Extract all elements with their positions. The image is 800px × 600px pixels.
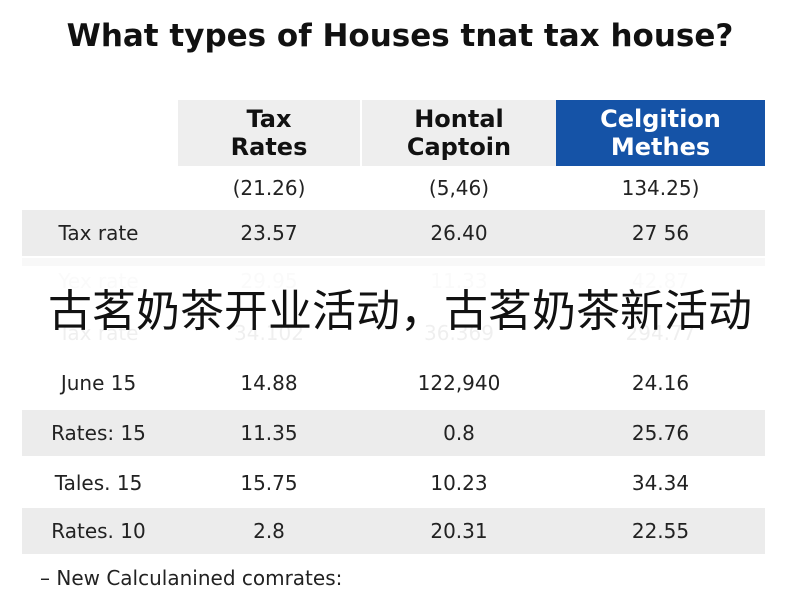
subheader-cell: (21.26) <box>232 176 306 200</box>
subheader-cell: 134.25) <box>621 176 700 200</box>
table-cell: 26.40 <box>430 221 488 245</box>
table-cell: 15.75 <box>240 471 298 495</box>
table-cell: 122,940 <box>417 371 501 395</box>
table-cell: 22.55 <box>631 519 690 543</box>
row-label: Rates: 15 <box>51 421 146 445</box>
table-row: Rates. 10 2.8 20.31 22.55 <box>22 508 765 554</box>
row-label: June 15 <box>60 371 137 395</box>
table-cell: 23.57 <box>240 221 298 245</box>
table-row: Rates: 15 11.35 0.8 25.76 <box>22 410 765 456</box>
column-header-text: Hontal Captoin <box>406 105 512 161</box>
table-cell: 34.34 <box>631 471 690 495</box>
overlay-banner: 古茗奶茶开业活动，古茗奶茶新活动 <box>0 266 800 348</box>
subheader-cell: (5,46) <box>428 176 490 200</box>
column-header: Hontal Captoin <box>362 100 556 166</box>
table-cell: 25.76 <box>631 421 690 445</box>
row-label: Tax rate <box>58 221 139 245</box>
table-row: Tales. 15 15.75 10.23 34.34 <box>22 460 765 506</box>
row-label: Rates. 10 <box>51 519 146 543</box>
column-header: Celgition Methes <box>556 100 765 166</box>
column-header: Tax Rates <box>178 100 360 166</box>
column-header-text: Celgition Methes <box>600 105 721 161</box>
table-cell: 20.31 <box>430 519 488 543</box>
table-row: Tax rate 23.57 26.40 27 56 <box>22 210 765 256</box>
column-header-text: Tax Rates <box>230 105 308 161</box>
table-cell: 11.35 <box>240 421 298 445</box>
table-row: June 15 14.88 122,940 24.16 <box>22 360 765 406</box>
row-label: Tales. 15 <box>54 471 143 495</box>
title: What types of Houses tnat tax house? <box>66 18 734 54</box>
table-cell: 24.16 <box>631 371 690 395</box>
table-cell: 0.8 <box>443 421 475 445</box>
table-cell: 10.23 <box>430 471 488 495</box>
table-cell: 27 56 <box>631 221 690 245</box>
table-cell: 14.88 <box>240 371 298 395</box>
footer-note: – New Calculanined comrates: <box>40 566 343 590</box>
table-cell: 2.8 <box>253 519 285 543</box>
